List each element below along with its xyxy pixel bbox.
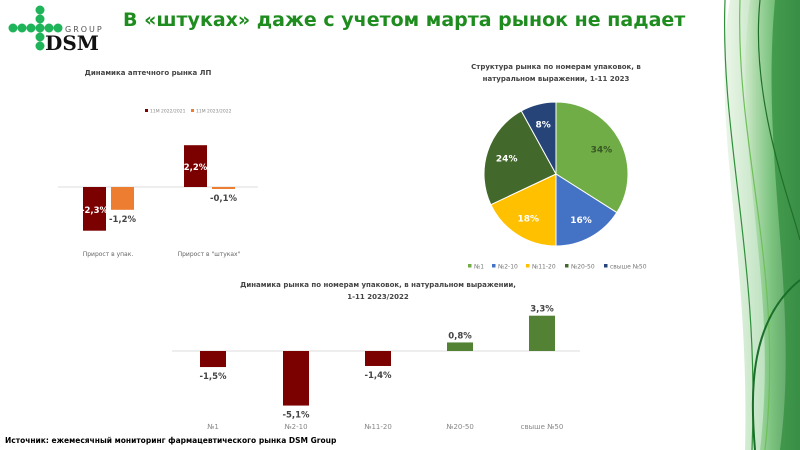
category-label: Прирост в упак. — [83, 251, 134, 258]
data-label: -0,1% — [210, 194, 238, 204]
data-label: 0,8% — [448, 331, 472, 341]
source-footnote: Источник: ежемесячный мониторинг фармаце… — [5, 436, 337, 445]
pie-slice — [490, 173, 557, 247]
data-label: 34% — [591, 146, 613, 156]
legend-swatch — [526, 264, 530, 268]
data-label: -1,2% — [109, 215, 137, 225]
category-label: №11-20 — [364, 423, 392, 431]
bar — [200, 351, 226, 368]
data-label: 2,2% — [184, 163, 208, 173]
bar — [365, 351, 391, 366]
bar — [529, 315, 555, 351]
legend-label: №2-10 — [498, 264, 518, 271]
bar — [212, 187, 235, 189]
logo-group-text: GROUP — [65, 25, 104, 34]
legend-label: №11-20 — [532, 264, 556, 271]
legend-label: 11M 2022/2021 — [150, 109, 186, 115]
pack-number-dynamics-chart: Динамика рынка по номерам упаковок, в на… — [172, 281, 580, 431]
data-label: 24% — [496, 154, 518, 164]
legend-swatch — [604, 264, 608, 268]
chart-title: Динамика рынка по номерам упаковок, в на… — [240, 281, 516, 289]
chart-title: Динамика аптечного рынка ЛП — [85, 69, 212, 77]
data-label: -5,1% — [282, 411, 310, 421]
bar — [447, 342, 473, 351]
pie-slice — [555, 173, 618, 247]
bar — [111, 187, 134, 210]
legend-swatch — [468, 264, 472, 268]
legend-swatch — [492, 264, 496, 268]
pharmacy-market-dynamics-chart: Динамика аптечного рынка ЛП 11M 2022/2021… — [58, 69, 258, 258]
pie-slice — [483, 110, 557, 206]
chart-title: Структура рынка по номерам упаковок, в на… — [471, 63, 641, 83]
data-label: 3,3% — [530, 305, 554, 315]
data-label: 16% — [570, 216, 592, 226]
data-label: -1,4% — [364, 371, 392, 381]
data-label: -2,3% — [81, 206, 109, 216]
category-label: Прирост в "штуках" — [178, 251, 241, 258]
legend-swatch — [145, 109, 148, 112]
legend-label: свыше №50 — [610, 264, 647, 271]
chart-title-line: натуральном выражении, 1-11 2023 — [483, 75, 630, 83]
bar — [184, 145, 207, 187]
pie-slice — [520, 101, 557, 175]
market-structure-pie-chart: Структура рынка по номерам упаковок, в на… — [468, 63, 647, 271]
data-label: -1,5% — [199, 372, 227, 382]
category-label: свыше №50 — [521, 423, 564, 431]
legend-label: №20-50 — [571, 264, 595, 271]
logo-brand-text: DSM — [45, 31, 99, 52]
legend-label: №1 — [474, 264, 484, 271]
legend-label: 11M 2023/2022 — [196, 109, 232, 115]
legend-swatch — [191, 109, 194, 112]
bar — [283, 351, 309, 406]
category-label: №1 — [207, 423, 219, 431]
data-label: 18% — [517, 214, 539, 224]
bar — [83, 187, 106, 231]
category-label: №2-10 — [284, 423, 307, 431]
chart-title: 1-11 2023/2022 — [347, 293, 409, 301]
dsm-group-logo: GROUP DSM — [8, 5, 104, 52]
data-label: 8% — [535, 120, 550, 130]
logo-dots — [8, 5, 63, 51]
decorative-wave-graphic — [723, 0, 800, 450]
chart-title-line: Структура рынка по номерам упаковок, в — [471, 63, 641, 71]
category-label: №20-50 — [446, 423, 474, 431]
legend-swatch — [565, 264, 569, 268]
slide-title: В «штуках» даже с учетом марта рынок не … — [123, 9, 686, 31]
